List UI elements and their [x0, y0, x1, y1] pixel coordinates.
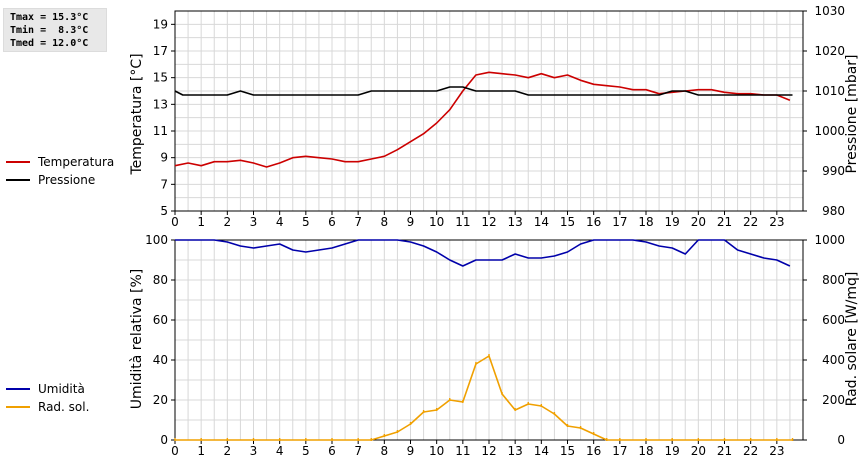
- y2-tick-label: 990: [822, 164, 845, 178]
- x-tick-label: 14: [534, 444, 549, 458]
- x-tick-label: 1: [197, 215, 205, 229]
- x-tick-label: 7: [354, 215, 362, 229]
- y2-tick-label: 200: [822, 393, 845, 407]
- x-tick-label: 11: [455, 215, 470, 229]
- x-tick-label: 17: [612, 215, 627, 229]
- x-tick-label: 23: [769, 215, 784, 229]
- stat-tmed: Tmed = 12.0°C: [10, 38, 89, 49]
- x-tick-label: 18: [638, 444, 653, 458]
- x-tick-label: 18: [638, 215, 653, 229]
- y2-tick-label: 400: [822, 353, 845, 367]
- y-tick-label: 9: [160, 151, 168, 165]
- x-tick-label: 13: [508, 444, 523, 458]
- x-tick-label: 10: [429, 215, 444, 229]
- legend-umidita-label: Umidità: [38, 382, 85, 396]
- x-tick-label: 0: [171, 215, 179, 229]
- y-tick-label: 40: [153, 353, 168, 367]
- x-tick-label: 21: [717, 444, 732, 458]
- stats-box: Tmax = 15.3°C Tmin = 8.3°C Tmed = 12.0°C: [3, 8, 107, 52]
- y2-tick-label: 1010: [814, 84, 845, 98]
- legend-top: Temperatura Pressione: [6, 155, 114, 187]
- y-tick-label: 19: [153, 17, 168, 31]
- x-tick-label: 16: [586, 215, 601, 229]
- x-tick-label: 10: [429, 444, 444, 458]
- x-tick-label: 19: [665, 444, 680, 458]
- x-tick-label: 8: [381, 215, 389, 229]
- series-line-pressione: [174, 86, 793, 96]
- x-tick-label: 12: [481, 444, 496, 458]
- y2-tick-label: 600: [822, 313, 845, 327]
- x-tick-label: 20: [691, 215, 706, 229]
- series-line-temperatura: [174, 71, 791, 168]
- y2-tick-label: 1000: [814, 124, 845, 138]
- y-tick-label: 100: [145, 233, 168, 247]
- x-tick-label: 3: [250, 444, 258, 458]
- x-tick-label: 16: [586, 444, 601, 458]
- x-tick-label: 17: [612, 444, 627, 458]
- x-tick-label: 5: [302, 215, 310, 229]
- y2-tick-label: 980: [822, 204, 845, 218]
- stat-tmin: Tmin = 8.3°C: [10, 25, 89, 36]
- legend-radsol-label: Rad. sol.: [38, 400, 89, 414]
- y-tick-label: 7: [160, 177, 168, 191]
- x-tick-label: 22: [743, 444, 758, 458]
- top-left-axis-title: Temperatura [°C]: [129, 53, 145, 175]
- x-tick-label: 1: [197, 444, 205, 458]
- x-tick-label: 11: [455, 444, 470, 458]
- y-tick-label: 13: [153, 97, 168, 111]
- y-tick-label: 17: [153, 44, 168, 58]
- x-tick-label: 15: [560, 444, 575, 458]
- y-tick-label: 60: [153, 313, 168, 327]
- y-tick-label: 0: [160, 433, 168, 447]
- y2-tick-label: 0: [837, 433, 845, 447]
- y2-tick-label: 1000: [814, 233, 845, 247]
- x-tick-label: 2: [224, 444, 232, 458]
- x-tick-label: 14: [534, 215, 549, 229]
- x-tick-label: 5: [302, 444, 310, 458]
- legend-bottom: Umidità Rad. sol.: [6, 382, 89, 414]
- x-tick-label: 12: [481, 215, 496, 229]
- y-tick-label: 5: [160, 204, 168, 218]
- x-tick-label: 20: [691, 444, 706, 458]
- x-tick-label: 7: [354, 444, 362, 458]
- x-tick-label: 6: [328, 215, 336, 229]
- x-tick-label: 9: [407, 444, 415, 458]
- series-line-umidit-: [175, 239, 791, 267]
- plot-humidity-radiation: 0 1 2 3 4 5 6 7 8 9 10 11 12 13 14 15 16 17 18 19 20 21 22 2302…: [145, 233, 845, 458]
- y-tick-label: 11: [153, 124, 168, 138]
- y-tick-label: 80: [153, 273, 168, 287]
- stat-tmax: Tmax = 15.3°C: [10, 12, 89, 23]
- y-tick-label: 20: [153, 393, 168, 407]
- x-tick-label: 3: [250, 215, 258, 229]
- x-tick-label: 8: [381, 444, 389, 458]
- y2-tick-label: 1020: [814, 44, 845, 58]
- x-tick-label: 9: [407, 215, 415, 229]
- x-tick-label: 2: [224, 215, 232, 229]
- bottom-left-axis-title: Umidità relativa [%]: [129, 269, 145, 410]
- x-tick-label: 15: [560, 215, 575, 229]
- x-tick-label: 6: [328, 444, 336, 458]
- bottom-right-axis-title: Rad. solare [W/mq]: [844, 272, 860, 407]
- legend-temperatura-label: Temperatura: [37, 155, 114, 169]
- x-tick-label: 4: [276, 444, 284, 458]
- y2-tick-label: 800: [822, 273, 845, 287]
- x-tick-label: 23: [769, 444, 784, 458]
- x-tick-label: 0: [171, 444, 179, 458]
- legend-pressione-label: Pressione: [38, 173, 95, 187]
- top-right-axis-title: Pressione [mbar]: [844, 54, 860, 173]
- x-tick-label: 13: [508, 215, 523, 229]
- x-tick-label: 22: [743, 215, 758, 229]
- x-tick-label: 4: [276, 215, 284, 229]
- y2-tick-label: 1030: [814, 4, 845, 18]
- plot-temperature-pressure: 0 1 2 3 4 5 6 7 8 9 10 11 12 13 14 15 16 17 18 19 20 21 22 2357…: [153, 4, 845, 229]
- y-tick-label: 15: [153, 71, 168, 85]
- series-line-rad-sol-: [175, 355, 793, 441]
- x-tick-label: 21: [717, 215, 732, 229]
- x-tick-label: 19: [665, 215, 680, 229]
